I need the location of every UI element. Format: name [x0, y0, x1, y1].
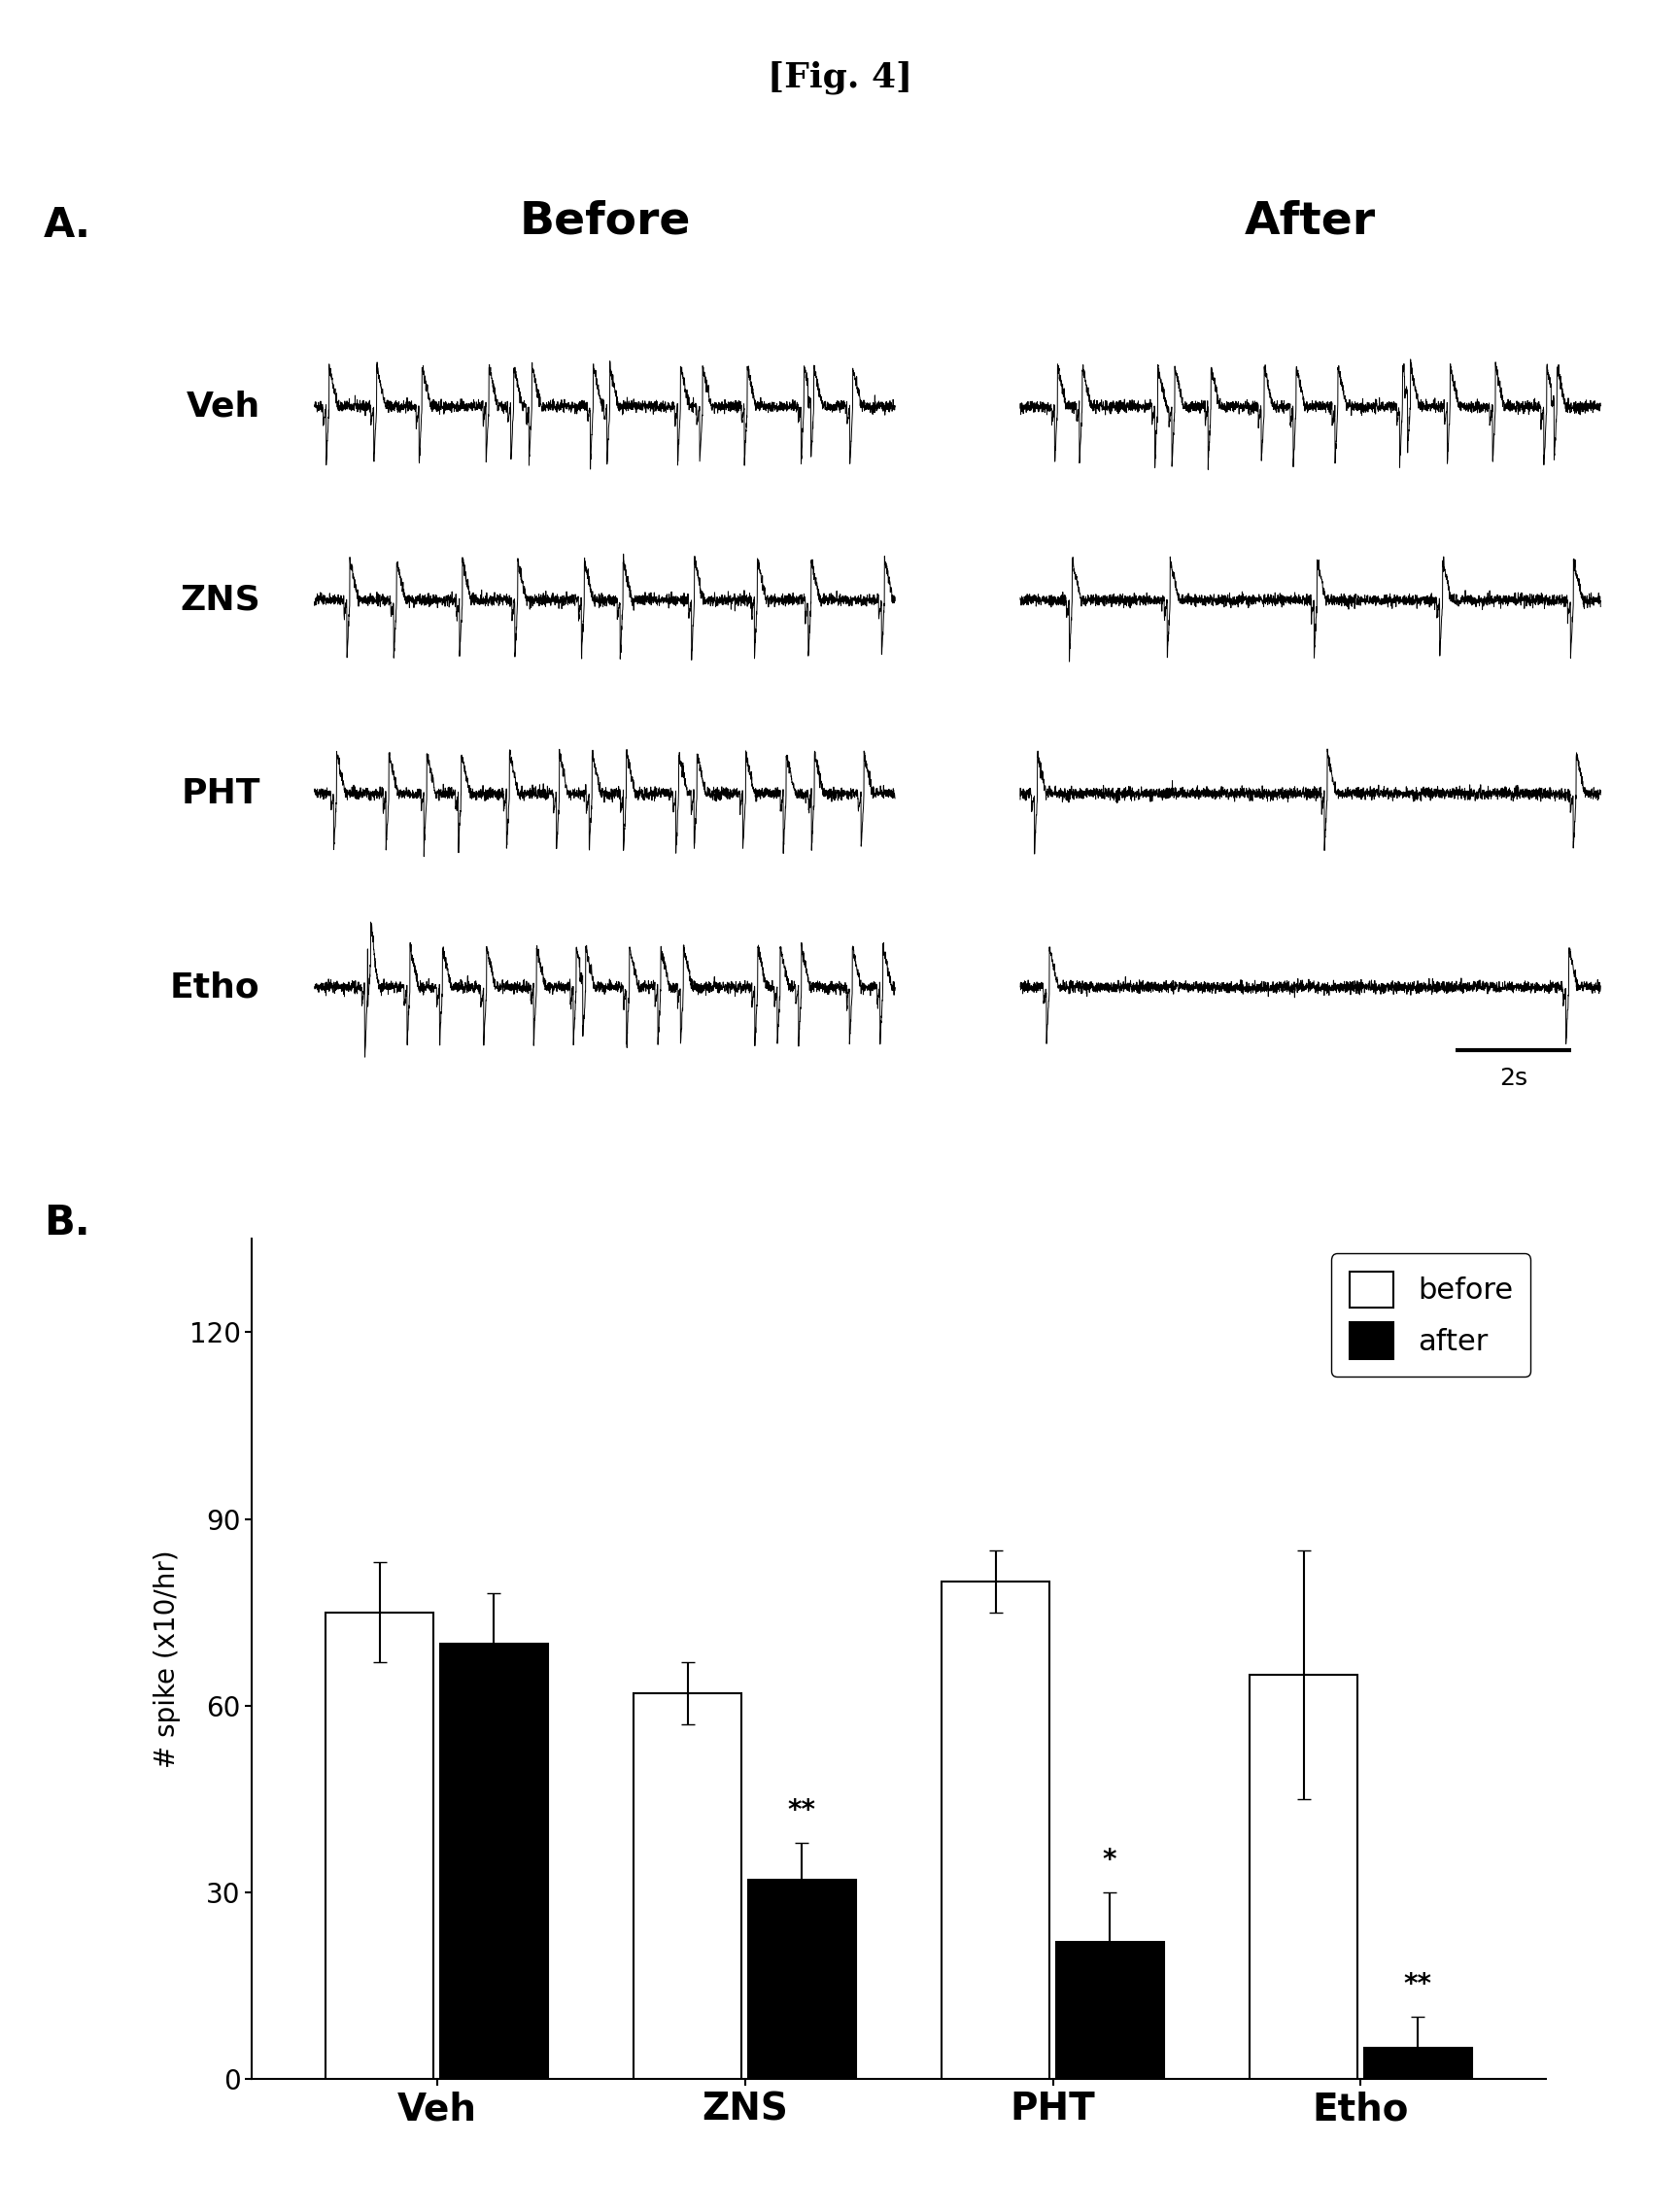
Legend: before, after: before, after	[1332, 1254, 1530, 1376]
Text: After: After	[1245, 199, 1376, 243]
Y-axis label: # spike (x10/hr): # spike (x10/hr)	[155, 1551, 181, 1767]
Bar	[1364, 2048, 1472, 2079]
Bar	[748, 1880, 855, 2079]
Text: **: **	[1404, 1971, 1431, 1997]
Text: **: **	[788, 1796, 816, 1825]
Text: Veh: Veh	[186, 389, 260, 422]
Text: [Fig. 4]: [Fig. 4]	[768, 60, 912, 95]
Text: 2s: 2s	[1499, 1066, 1527, 1091]
Text: Before: Before	[519, 199, 690, 243]
Bar	[942, 1582, 1050, 2079]
Text: *: *	[1102, 1847, 1117, 1874]
Text: ZNS: ZNS	[180, 584, 260, 617]
Bar	[1055, 1942, 1164, 2079]
Bar	[440, 1644, 548, 2079]
Bar	[1250, 1674, 1357, 2079]
Text: Etho: Etho	[170, 971, 260, 1004]
Bar	[326, 1613, 433, 2079]
Bar	[633, 1692, 741, 2079]
Text: B.: B.	[44, 1201, 91, 1243]
Text: PHT: PHT	[181, 776, 260, 810]
Text: A.: A.	[44, 206, 91, 246]
